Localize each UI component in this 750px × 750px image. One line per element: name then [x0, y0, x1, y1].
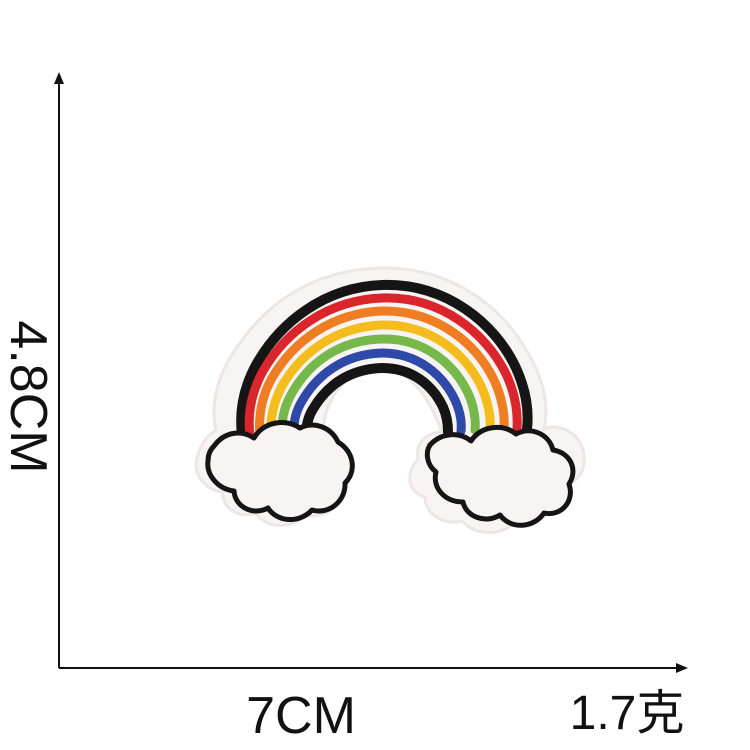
rainbow-orange-band	[255, 306, 509, 441]
width-measurement-label: 7CM	[246, 687, 356, 745]
weight-measurement-label: 1.7克	[569, 687, 685, 740]
horizontal-axis-arrow	[676, 663, 688, 673]
right-cloud	[424, 424, 576, 528]
rainbow-inner-outline	[301, 362, 453, 441]
vertical-axis-arrow	[54, 72, 64, 84]
rainbow-green-band	[277, 334, 480, 440]
rainbow-patch	[180, 245, 590, 550]
rainbow-red-band	[244, 293, 522, 441]
left-cloud	[205, 420, 355, 522]
rainbow-blue-band	[289, 348, 466, 440]
rainbow-outer-outline	[236, 279, 533, 440]
height-measurement-label: 4.8CM	[0, 320, 57, 474]
rainbow-yellow-band	[266, 320, 495, 440]
